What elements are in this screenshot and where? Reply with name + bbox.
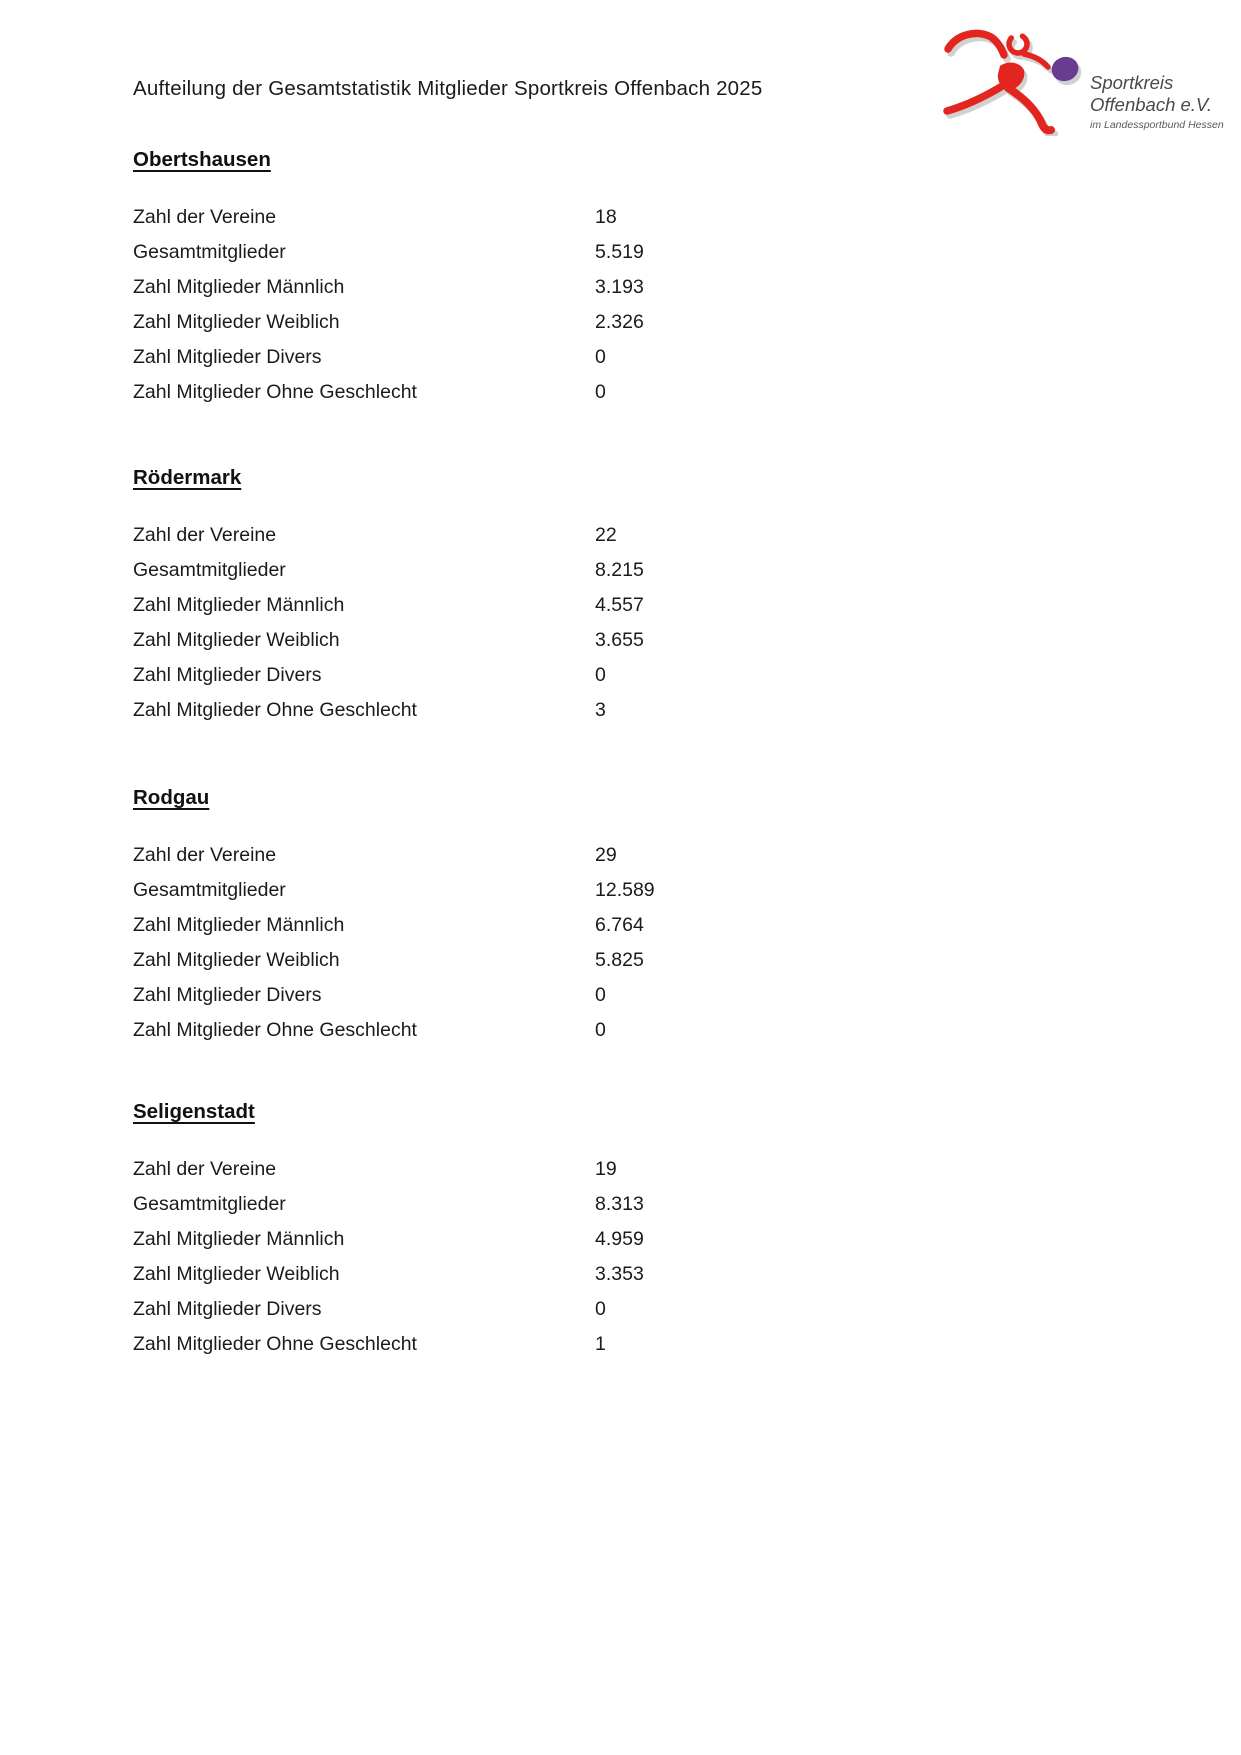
section-heading: Seligenstadt [133, 1100, 255, 1123]
stat-row: Zahl Mitglieder Weiblich 2.326 [133, 305, 1113, 340]
stat-label: Zahl der Vereine [133, 844, 277, 866]
stat-value: 22 [595, 524, 617, 546]
stat-value: 3.655 [595, 629, 644, 651]
stat-value: 8.215 [595, 559, 644, 581]
stat-value: 12.589 [595, 879, 655, 901]
stat-label: Zahl Mitglieder Ohne Geschlecht [133, 699, 417, 721]
stat-rows: Zahl der Vereine 19 Gesamtmitglieder 8.313 Z… [133, 1152, 1113, 1362]
logo-org-name-line1: Sportkreis [1090, 72, 1174, 93]
stat-row: Zahl Mitglieder Weiblich 3.655 [133, 623, 1113, 658]
stat-row: Zahl Mitglieder Männlich 4.557 [133, 588, 1113, 623]
stat-row: Zahl Mitglieder Divers 0 [133, 658, 1113, 693]
stat-row: Zahl Mitglieder Divers 0 [133, 978, 1113, 1013]
stat-label: Zahl Mitglieder Männlich [133, 594, 345, 616]
stat-value: 0 [595, 1298, 606, 1320]
stat-label: Zahl Mitglieder Ohne Geschlecht [133, 1333, 417, 1355]
section-seligenstadt: Seligenstadt Zahl der Vereine 19 Gesamtmitg… [133, 1099, 1113, 1362]
stat-label: Zahl Mitglieder Weiblich [133, 949, 340, 971]
stat-value: 3.193 [595, 276, 644, 298]
ball-icon [1051, 56, 1079, 82]
stat-label: Gesamtmitglieder [133, 241, 286, 263]
stat-row: Zahl Mitglieder Männlich 6.764 [133, 908, 1113, 943]
stat-label: Zahl Mitglieder Divers [133, 984, 322, 1006]
stat-value: 0 [595, 1019, 606, 1041]
stat-row: Gesamtmitglieder 5.519 [133, 235, 1113, 270]
stat-value: 19 [595, 1158, 617, 1180]
logo-org-subtitle: im Landessportbund Hessen [1090, 119, 1224, 131]
stat-label: Zahl Mitglieder Divers [133, 1298, 322, 1320]
section-obertshausen: Obertshausen Zahl der Vereine 18 Gesamtmitg… [133, 147, 1113, 410]
stat-label: Zahl Mitglieder Divers [133, 346, 322, 368]
stat-label: Gesamtmitglieder [133, 879, 286, 901]
stat-row: Zahl der Vereine 29 [133, 838, 1113, 873]
stat-row: Zahl Mitglieder Weiblich 5.825 [133, 943, 1113, 978]
stat-row: Zahl Mitglieder Divers 0 [133, 340, 1113, 375]
stat-label: Zahl der Vereine [133, 206, 277, 228]
stat-row: Zahl Mitglieder Ohne Geschlecht 1 [133, 1327, 1113, 1362]
stat-row: Zahl Mitglieder Ohne Geschlecht 0 [133, 1013, 1113, 1048]
stat-value: 3.353 [595, 1263, 644, 1285]
stat-label: Zahl Mitglieder Männlich [133, 276, 345, 298]
logo-text: Sportkreis Offenbach e.V. im Landessport… [1090, 22, 1224, 131]
stat-value: 18 [595, 206, 617, 228]
stat-value: 0 [595, 381, 606, 403]
stat-value: 4.557 [595, 594, 644, 616]
section-heading: Rodgau [133, 786, 210, 809]
stat-label: Gesamtmitglieder [133, 559, 286, 581]
section-heading: Rödermark [133, 466, 242, 489]
section-heading: Obertshausen [133, 148, 271, 171]
stat-value: 3 [595, 699, 606, 721]
stat-value: 5.825 [595, 949, 644, 971]
stat-row: Zahl Mitglieder Divers 0 [133, 1292, 1113, 1327]
stat-value: 0 [595, 984, 606, 1006]
stat-row: Zahl der Vereine 19 [133, 1152, 1113, 1187]
page-title: Aufteilung der Gesamtstatistik Mitgliede… [133, 77, 763, 100]
stat-value: 5.519 [595, 241, 644, 263]
stat-row: Zahl Mitglieder Ohne Geschlecht 0 [133, 375, 1113, 410]
torso-shape [997, 62, 1025, 90]
stat-row: Zahl Mitglieder Männlich 3.193 [133, 270, 1113, 305]
logo-org-name-line2: Offenbach e.V. [1090, 94, 1213, 115]
stat-row: Zahl der Vereine 22 [133, 518, 1113, 553]
stat-label: Zahl der Vereine [133, 524, 277, 546]
stat-rows: Zahl der Vereine 22 Gesamtmitglieder 8.215 Z… [133, 518, 1113, 728]
stat-label: Zahl Mitglieder Weiblich [133, 1263, 340, 1285]
stat-value: 6.764 [595, 914, 644, 936]
stat-label: Zahl der Vereine [133, 1158, 277, 1180]
stat-label: Zahl Mitglieder Weiblich [133, 311, 340, 333]
stat-label: Zahl Mitglieder Weiblich [133, 629, 340, 651]
stat-label: Zahl Mitglieder Ohne Geschlecht [133, 1019, 417, 1041]
stat-row: Zahl Mitglieder Weiblich 3.353 [133, 1257, 1113, 1292]
stat-label: Zahl Mitglieder Divers [133, 664, 322, 686]
stat-label: Zahl Mitglieder Ohne Geschlecht [133, 381, 417, 403]
stat-row: Gesamtmitglieder 8.215 [133, 553, 1113, 588]
stat-rows: Zahl der Vereine 29 Gesamtmitglieder 12.589… [133, 838, 1113, 1048]
stat-rows: Zahl der Vereine 18 Gesamtmitglieder 5.519 Z… [133, 200, 1113, 410]
stat-row: Gesamtmitglieder 8.313 [133, 1187, 1113, 1222]
stat-value: 2.326 [595, 311, 644, 333]
stat-label: Zahl Mitglieder Männlich [133, 914, 345, 936]
runner-figure-icon [943, 29, 1082, 136]
section-r-dermark: Rödermark Zahl der Vereine 22 Gesamtmitglie… [133, 465, 1113, 728]
stat-value: 8.313 [595, 1193, 644, 1215]
sportkreis-logo: Sportkreis Offenbach e.V. im Landessport… [936, 22, 1224, 136]
section-rodgau: Rodgau Zahl der Vereine 29 Gesamtmitglieder… [133, 785, 1113, 1048]
stat-label: Zahl Mitglieder Männlich [133, 1228, 345, 1250]
stat-row: Gesamtmitglieder 12.589 [133, 873, 1113, 908]
stat-value: 0 [595, 664, 606, 686]
stat-row: Zahl Mitglieder Ohne Geschlecht 3 [133, 693, 1113, 728]
stat-value: 0 [595, 346, 606, 368]
stat-value: 29 [595, 844, 617, 866]
stat-row: Zahl Mitglieder Männlich 4.959 [133, 1222, 1113, 1257]
stat-value: 1 [595, 1333, 606, 1355]
stat-value: 4.959 [595, 1228, 644, 1250]
stat-label: Gesamtmitglieder [133, 1193, 286, 1215]
stat-row: Zahl der Vereine 18 [133, 200, 1113, 235]
